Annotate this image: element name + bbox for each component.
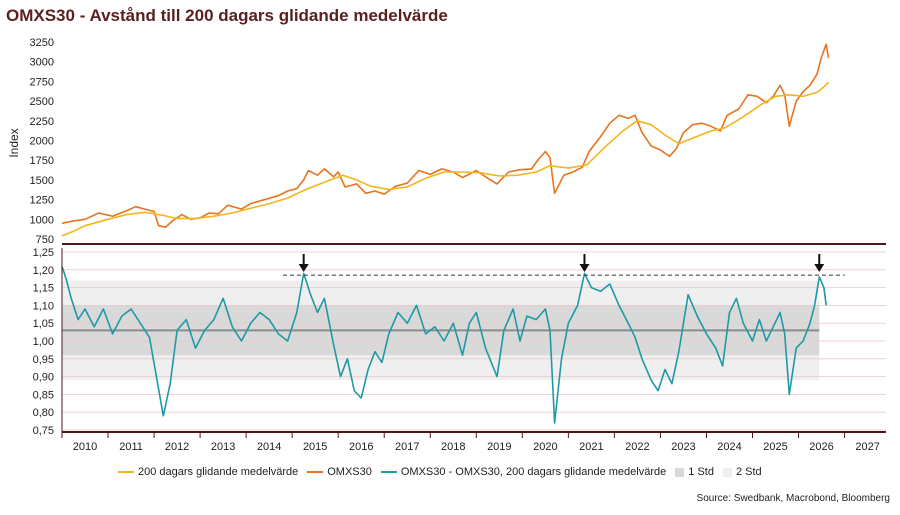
top-y-tick-label: 2750 [30, 76, 54, 88]
bottom-y-tick-label: 1,15 [33, 283, 54, 295]
bottom-y-tick-label: 1,10 [33, 300, 54, 312]
legend-swatch-line [118, 471, 134, 473]
bottom-y-tick-label: 0,95 [33, 354, 54, 366]
top-panel-series [61, 43, 830, 237]
x-tick-label: 2017 [395, 441, 419, 453]
top-y-tick-label: 3000 [30, 57, 54, 69]
top-y-tick-label: 3250 [30, 37, 54, 49]
bottom-y-tick-label: 0,80 [33, 407, 54, 419]
axes: 750 1000 1250 1500 1750 2000 2250 2500 2750 3000 3… [30, 37, 886, 453]
x-tick-label: 2027 [855, 441, 879, 453]
bottom-y-tick-label: 1,25 [33, 247, 54, 259]
x-tick-label: 2022 [625, 441, 649, 453]
x-tick-label: 2023 [671, 441, 695, 453]
bottom-y-tick-label: 1,05 [33, 318, 54, 330]
arrow-head-icon [814, 264, 825, 272]
legend-label: OMXS30 - OMXS30, 200 dagars glidande med… [400, 466, 667, 478]
bottom-y-tick-label: 1,00 [33, 336, 54, 348]
legend-swatch-line [307, 471, 324, 473]
x-tick-label: 2013 [211, 441, 235, 453]
bottom-panel-series [61, 265, 827, 424]
x-tick-label: 2012 [165, 441, 189, 453]
bottom-y-tick-label: 0,75 [33, 425, 54, 437]
x-tick-label: 2020 [533, 441, 557, 453]
top-y-tick-label: 1750 [30, 155, 54, 167]
legend-label: 200 dagars glidande medelvärde [138, 466, 299, 478]
legend-swatch-box [722, 467, 732, 477]
y-axis-label-index: Index [7, 128, 21, 157]
legend-label: 2 Std [735, 466, 762, 478]
source-note: Source: Swedbank, Macrobond, Bloomberg [696, 493, 890, 504]
x-tick-label: 2026 [809, 441, 833, 453]
legend: 200 dagars glidande medelvärde OMXS30 OMXS… [118, 466, 771, 478]
top-y-tick-label: 2500 [30, 96, 54, 108]
top-y-tick-label: 1000 [30, 214, 54, 226]
ma200-line [61, 81, 830, 237]
x-tick-label: 2024 [717, 441, 741, 453]
legend-item: 200 dagars glidande medelvärde [118, 466, 298, 478]
x-tick-label: 2010 [73, 441, 97, 453]
arrow-head-icon [298, 264, 309, 272]
legend-item: OMXS30 [307, 466, 372, 478]
x-tick-label: 2018 [441, 441, 465, 453]
x-tick-label: 2011 [119, 441, 143, 453]
legend-item: 1 Std [675, 466, 714, 478]
legend-item: 2 Std [722, 466, 762, 478]
omxs30-line [61, 43, 830, 228]
bottom-panel-grid [62, 251, 886, 431]
x-tick-label: 2025 [763, 441, 787, 453]
x-tick-label: 2014 [257, 441, 281, 453]
top-y-tick-label: 2250 [30, 116, 54, 128]
top-y-tick-label: 2000 [30, 136, 54, 148]
bottom-y-tick-label: 0,85 [33, 389, 54, 401]
std-bands [62, 280, 820, 381]
annotations [282, 254, 845, 276]
arrow-head-icon [579, 264, 590, 272]
bottom-y-tick-label: 0,90 [33, 372, 54, 384]
x-tick-label: 2016 [349, 441, 373, 453]
legend-swatch-box [675, 467, 685, 477]
top-y-tick-label: 1250 [30, 195, 54, 207]
chart-title: OMXS30 - Avstånd till 200 dagars glidand… [6, 6, 448, 25]
legend-item: OMXS30 - OMXS30, 200 dagars glidande med… [380, 466, 667, 478]
x-tick-label: 2015 [303, 441, 327, 453]
bottom-y-tick-label: 1,20 [33, 265, 54, 277]
x-tick-label: 2019 [487, 441, 511, 453]
legend-label: 1 Std [688, 466, 714, 478]
top-y-tick-label: 750 [36, 234, 54, 246]
distance-line [61, 265, 827, 424]
legend-swatch-line [380, 471, 397, 473]
x-tick-label: 2021 [579, 441, 603, 453]
top-y-tick-label: 1500 [30, 175, 54, 187]
legend-label: OMXS30 [327, 466, 372, 478]
